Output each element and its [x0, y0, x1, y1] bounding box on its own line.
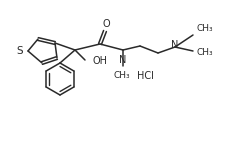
Text: N: N — [119, 55, 126, 65]
Text: N: N — [171, 40, 178, 50]
Text: CH₃: CH₃ — [196, 24, 213, 32]
Text: OH: OH — [93, 56, 108, 66]
Text: S: S — [16, 46, 23, 56]
Text: O: O — [102, 19, 109, 29]
Text: CH₃: CH₃ — [113, 71, 130, 80]
Text: CH₃: CH₃ — [196, 48, 213, 56]
Text: HCl: HCl — [137, 71, 153, 81]
